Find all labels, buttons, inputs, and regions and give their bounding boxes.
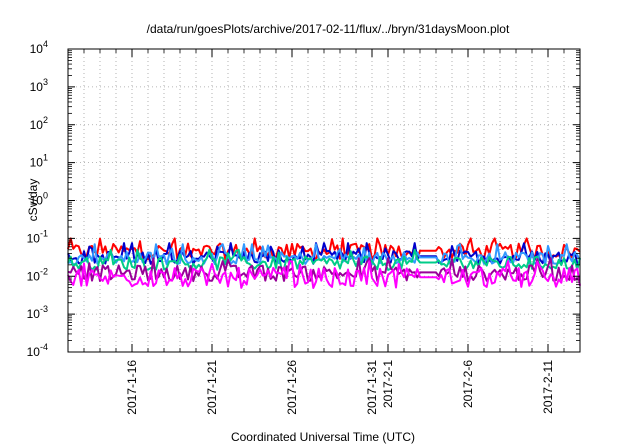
- x-tick-label: 2017-1-26: [285, 360, 299, 415]
- y-tick-exponent: 4: [43, 39, 48, 49]
- series-line: [67, 260, 581, 289]
- y-tick-base: 10: [30, 118, 44, 132]
- y-tick-exponent: 0: [43, 191, 48, 201]
- y-tick-exponent: -2: [40, 266, 48, 276]
- series-line: [67, 248, 581, 271]
- x-axis-label: Coordinated Universal Time (UTC): [231, 430, 415, 444]
- y-tick-label: 104: [30, 39, 48, 56]
- y-tick-base: 10: [30, 156, 44, 170]
- y-tick-label: 102: [30, 115, 48, 132]
- y-tick-label: 10-2: [27, 266, 48, 283]
- y-tick-exponent: 3: [43, 77, 48, 87]
- x-tick-label: 2017-2-1: [381, 360, 395, 408]
- y-tick-label: 101: [30, 153, 48, 170]
- y-tick-exponent: -1: [40, 228, 48, 238]
- y-tick-base: 10: [27, 231, 41, 245]
- y-axis-label: cSv/day: [26, 179, 40, 222]
- series-lines: [67, 237, 581, 289]
- x-tick-label: 2017-1-21: [205, 360, 219, 415]
- y-tick-label: 10-1: [27, 228, 48, 245]
- x-tick-label: 2017-1-31: [365, 360, 379, 415]
- y-tick-base: 10: [27, 307, 41, 321]
- chart-title: /data/run/goesPlots/archive/2017-02-11/f…: [147, 22, 510, 36]
- y-tick-base: 10: [27, 269, 41, 283]
- x-tick-label: 2017-2-6: [461, 360, 475, 408]
- y-tick-exponent: 2: [43, 115, 48, 125]
- y-tick-exponent: -4: [40, 342, 48, 352]
- x-axis: 2017-1-16 2017-1-21 2017-1-26 2017-1-31 2017…: [83, 49, 565, 415]
- y-tick-base: 10: [30, 42, 44, 56]
- y-tick-label: 10-3: [27, 304, 48, 321]
- y-tick-label: 103: [30, 77, 48, 94]
- grid: [68, 49, 580, 352]
- x-tick-label: 2017-2-11: [541, 360, 555, 414]
- y-tick-exponent: 1: [43, 153, 48, 163]
- x-tick-label: 2017-1-16: [125, 360, 139, 415]
- y-tick-base: 10: [30, 80, 44, 94]
- y-tick-label: 10-4: [27, 342, 48, 359]
- series-line: [67, 257, 581, 283]
- y-tick-base: 10: [27, 345, 41, 359]
- y-tick-exponent: -3: [40, 304, 48, 314]
- y-tick-label: 100: [30, 191, 48, 208]
- y-tick-base: 10: [30, 194, 44, 208]
